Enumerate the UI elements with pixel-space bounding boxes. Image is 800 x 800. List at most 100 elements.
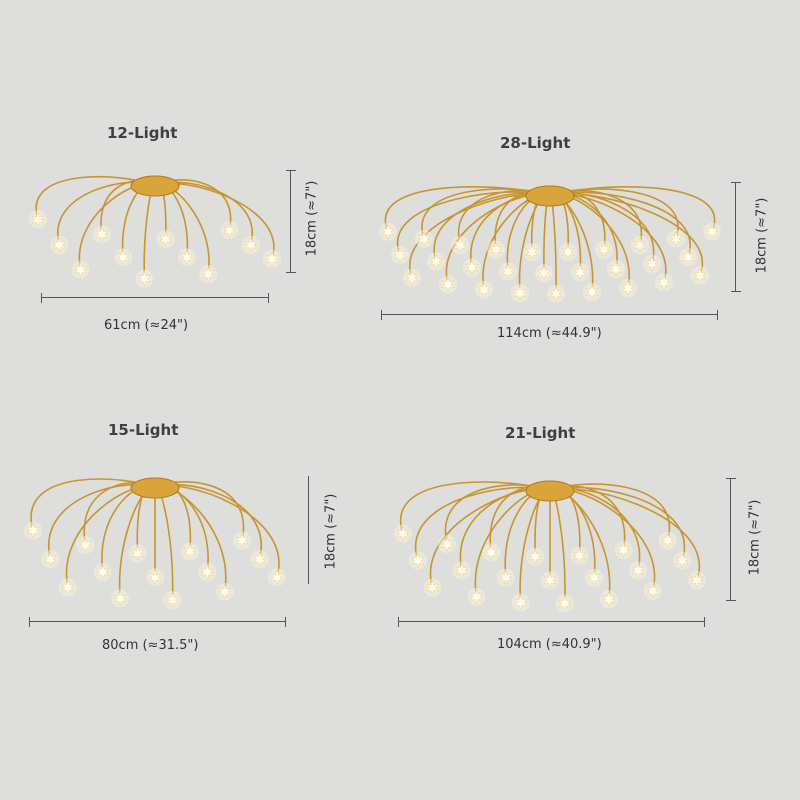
chandelier-image xyxy=(29,175,281,288)
star-light xyxy=(465,259,479,276)
height-label: 18cm (≈7") xyxy=(754,197,770,274)
star-light xyxy=(525,244,539,260)
star-light xyxy=(616,542,631,558)
star-light xyxy=(621,280,635,297)
width-dimension-line xyxy=(29,617,286,627)
star-light xyxy=(265,251,279,267)
star-light xyxy=(693,267,707,284)
star-light xyxy=(477,281,491,298)
star-light xyxy=(429,253,443,270)
star-light xyxy=(78,537,93,553)
star-light xyxy=(557,595,572,612)
star-light xyxy=(631,562,646,579)
star-light xyxy=(646,583,660,599)
star-light xyxy=(585,284,599,301)
star-light xyxy=(587,569,601,586)
star-light xyxy=(543,572,557,589)
star-light xyxy=(158,231,173,247)
star-light xyxy=(561,244,575,260)
star-light xyxy=(454,562,469,579)
width-label: 104cm (≈40.9") xyxy=(497,637,602,652)
star-light xyxy=(26,522,40,539)
height-label: 18cm (≈7") xyxy=(304,180,320,257)
star-light xyxy=(609,261,623,277)
star-light xyxy=(537,265,551,281)
star-light xyxy=(393,247,407,263)
star-light xyxy=(130,545,145,562)
star-light xyxy=(137,270,152,287)
chandelier-arm xyxy=(549,193,557,294)
height-label: 18cm (≈7") xyxy=(323,493,339,570)
star-light xyxy=(410,552,425,569)
star-light xyxy=(217,584,232,600)
star-light xyxy=(61,579,75,596)
star-light xyxy=(572,547,587,564)
star-light xyxy=(681,249,695,266)
star-light xyxy=(645,255,659,272)
star-light xyxy=(165,592,180,608)
star-light xyxy=(489,241,503,258)
star-light xyxy=(95,226,109,243)
width-dimension-line xyxy=(41,293,269,303)
star-light xyxy=(180,249,194,266)
star-light xyxy=(396,525,410,542)
star-light xyxy=(270,569,284,586)
width-label: 114cm (≈44.9") xyxy=(497,326,602,341)
star-light xyxy=(549,285,563,302)
star-light xyxy=(484,544,499,561)
star-light xyxy=(425,579,440,596)
star-light xyxy=(528,548,543,565)
star-light xyxy=(705,223,719,240)
ceiling-hub xyxy=(525,185,575,207)
chandelier-arm xyxy=(143,183,156,279)
star-light xyxy=(31,211,45,228)
star-light xyxy=(417,230,431,247)
height-dimension-line xyxy=(726,478,736,601)
star-light xyxy=(597,241,611,258)
width-label: 61cm (≈24") xyxy=(104,318,189,333)
star-light xyxy=(453,237,467,253)
width-dimension-line xyxy=(398,617,705,627)
chandelier-image xyxy=(394,480,706,613)
variant-title: 28-Light xyxy=(500,134,571,152)
variant-title: 21-Light xyxy=(505,424,576,442)
star-light xyxy=(675,552,690,569)
variant-title: 15-Light xyxy=(108,421,179,439)
star-light xyxy=(405,270,419,286)
star-light xyxy=(183,543,197,560)
chandelier-image xyxy=(24,477,286,610)
star-light xyxy=(690,572,704,589)
star-light xyxy=(440,536,454,552)
star-light xyxy=(501,263,515,280)
width-label: 80cm (≈31.5") xyxy=(102,638,199,653)
height-label: 18cm (≈7") xyxy=(747,499,763,576)
star-light xyxy=(73,261,88,278)
width-dimension-line xyxy=(381,310,718,320)
height-dimension-line xyxy=(304,476,314,584)
height-dimension-line xyxy=(286,170,296,273)
star-light xyxy=(499,569,513,586)
star-light xyxy=(601,591,616,608)
star-light xyxy=(660,532,675,549)
star-light xyxy=(381,223,395,240)
star-light xyxy=(95,564,110,581)
star-light xyxy=(513,285,527,301)
star-light xyxy=(513,594,528,611)
star-light xyxy=(243,237,258,253)
star-light xyxy=(52,237,67,253)
star-light xyxy=(252,551,267,567)
height-dimension-line xyxy=(731,182,741,292)
star-light xyxy=(669,230,683,247)
ceiling-hub xyxy=(130,477,180,499)
star-light xyxy=(441,276,455,293)
star-light xyxy=(43,551,58,567)
star-light xyxy=(201,266,215,282)
chandelier-image xyxy=(379,185,721,303)
star-light xyxy=(113,590,127,607)
star-light xyxy=(469,588,484,605)
star-light xyxy=(148,569,162,586)
ceiling-hub xyxy=(130,175,180,197)
star-light xyxy=(235,532,249,549)
star-light xyxy=(222,222,237,239)
star-light xyxy=(200,564,215,581)
